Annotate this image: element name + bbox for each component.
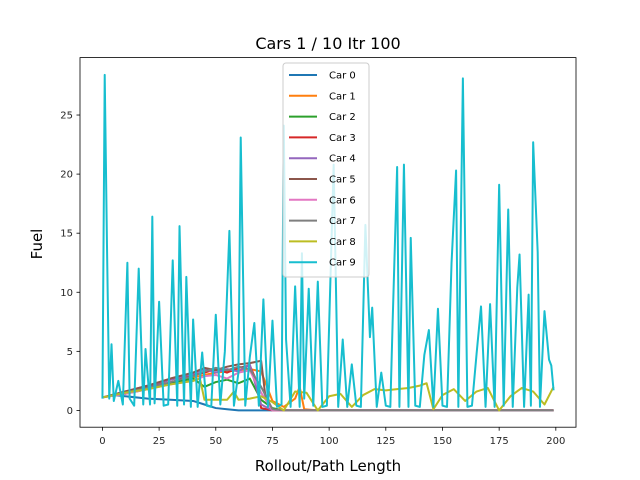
legend-label-car-4: Car 4	[329, 154, 356, 165]
x-tick-label-75: 75	[266, 436, 279, 447]
legend-label-car-9: Car 9	[329, 258, 356, 269]
legend-label-car-1: Car 1	[329, 91, 356, 102]
legend-label-car-0: Car 0	[329, 71, 356, 82]
legend: Car 0 Car 1 Car 2 Car 3 Car 4 Car 5 Car 6 Car 7…	[282, 62, 370, 278]
legend-label-car-8: Car 8	[329, 237, 356, 248]
y-tick-label-15: 15	[60, 229, 73, 240]
x-tick-label-50: 50	[209, 436, 222, 447]
chart-title: Cars 1 / 10 Itr 100	[255, 34, 400, 53]
x-tick-label-25: 25	[153, 436, 166, 447]
y-axis-label: Fuel	[28, 229, 46, 260]
legend-label-car-7: Car 7	[329, 216, 356, 227]
x-tick-label-200: 200	[546, 436, 565, 447]
x-tick-label-0: 0	[99, 436, 105, 447]
x-axis-label: Rollout/Path Length	[255, 457, 401, 475]
y-tick-label-10: 10	[60, 288, 73, 299]
x-tick-label-175: 175	[490, 436, 509, 447]
y-tick-label-20: 20	[60, 170, 73, 181]
legend-label-car-3: Car 3	[329, 133, 356, 144]
legend-label-car-2: Car 2	[329, 112, 356, 123]
x-tick-label-150: 150	[433, 436, 452, 447]
x-tick-label-100: 100	[320, 436, 339, 447]
y-tick-label-0: 0	[67, 406, 73, 417]
y-tick-label-5: 5	[67, 347, 73, 358]
series-line-car-7	[102, 365, 554, 412]
x-tick-label-125: 125	[376, 436, 395, 447]
y-tick-label-25: 25	[60, 111, 73, 122]
axes-frame	[79, 57, 577, 428]
legend-label-car-6: Car 6	[329, 195, 356, 206]
series-line-car-9	[101, 73, 555, 408]
plot-area: 0 25 50 75 100 125 150 175 200 0 5 10 15 20 25	[60, 57, 577, 447]
series-group	[101, 73, 555, 412]
legend-label-car-5: Car 5	[329, 175, 356, 186]
